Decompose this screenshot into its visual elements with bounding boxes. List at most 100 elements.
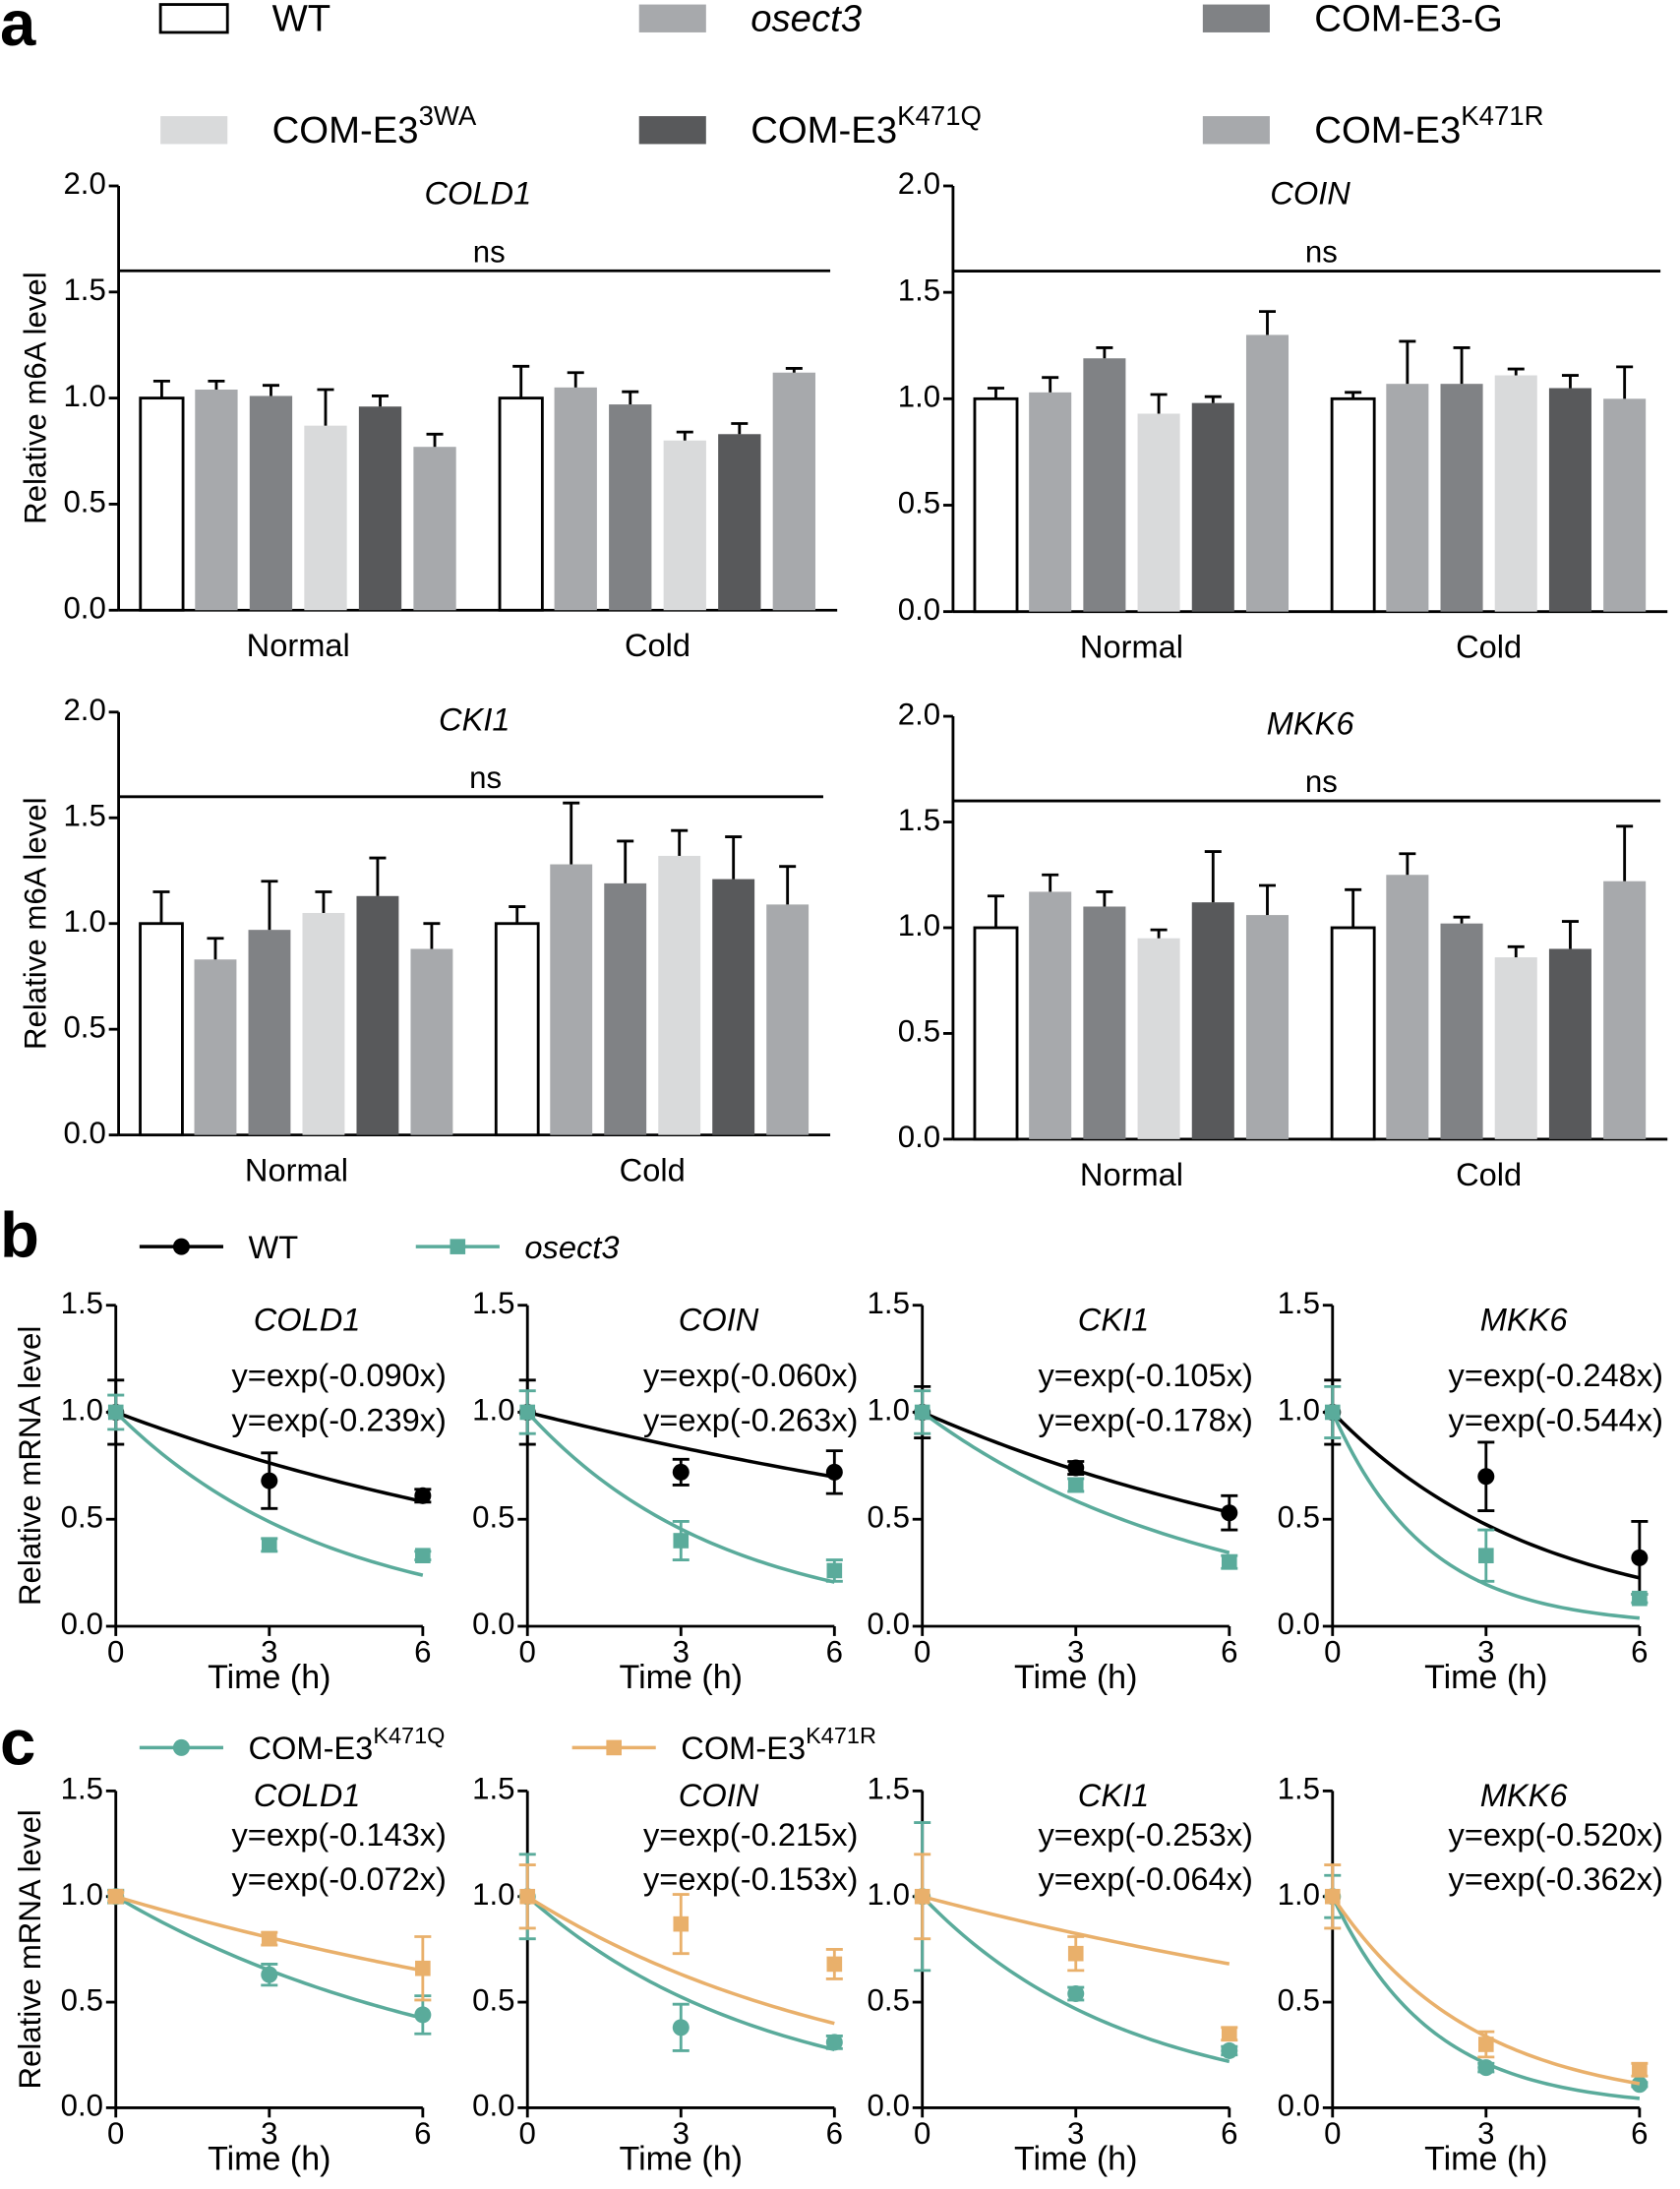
bar — [1603, 881, 1647, 1139]
legend-superscript: K471R — [1461, 100, 1543, 131]
y-tick-label: 1.5 — [1278, 1772, 1320, 1806]
legend-name: COM-E3 — [681, 1730, 806, 1766]
marker — [1477, 1468, 1495, 1486]
y-tick-label: 1.5 — [868, 1286, 910, 1320]
y-tick-label: 0.5 — [1278, 1499, 1320, 1534]
legend-label: COM-E3K471Q — [750, 100, 982, 152]
chart-title: COLD1 — [424, 175, 531, 212]
marker — [1324, 1888, 1341, 1905]
y-tick-label: 1.5 — [61, 1772, 103, 1806]
chart-title: COIN — [679, 1777, 759, 1813]
marker — [107, 1404, 124, 1421]
y-tick-label: 0.5 — [868, 1499, 910, 1534]
significance-label: ns — [1305, 764, 1338, 799]
fit-curve — [1331, 1411, 1641, 1620]
x-tick-label: Cold — [625, 627, 690, 663]
bar — [609, 404, 652, 611]
x-tick-label: Normal — [1080, 629, 1183, 665]
y-tick-label: 1.0 — [1278, 1393, 1320, 1428]
bar — [772, 372, 815, 611]
y-axis-label: Relative mRNA level — [13, 1326, 47, 1606]
bar — [1245, 915, 1290, 1139]
marker — [415, 1960, 431, 1976]
x-tick-label: 3 — [261, 2116, 277, 2151]
legend-marker — [450, 1239, 466, 1254]
legend-name: COM-E3-G — [1314, 0, 1503, 40]
fit-curve — [114, 1895, 424, 2021]
bar — [663, 440, 706, 611]
x-axis-label: Time (h) — [1424, 1659, 1547, 1696]
y-tick-label: 2.0 — [898, 697, 940, 731]
y-tick-label: 0.5 — [61, 1982, 103, 2017]
legend-superscript: K471Q — [897, 100, 982, 131]
bar — [248, 930, 291, 1135]
marker — [826, 1562, 843, 1579]
chart-title: CKI1 — [1078, 1777, 1150, 1813]
y-tick-label: 1.0 — [898, 380, 940, 414]
legend-label: COM-E3K471Q — [249, 1723, 446, 1765]
x-tick-label: 6 — [1221, 1635, 1237, 1670]
x-tick-label: 6 — [1631, 2116, 1648, 2151]
marker — [673, 1533, 690, 1549]
x-tick-label: 3 — [261, 1635, 277, 1670]
y-tick-label: 1.5 — [898, 803, 940, 837]
marker — [1324, 1404, 1341, 1421]
significance-label: ns — [469, 760, 502, 795]
bar — [604, 882, 647, 1135]
bar — [358, 406, 402, 611]
x-tick-label: 6 — [826, 1635, 843, 1670]
legend-name: COM-E3 — [1314, 109, 1461, 152]
significance-label: ns — [473, 234, 506, 269]
marker — [1067, 1459, 1085, 1477]
y-tick-label: 0.5 — [472, 1982, 514, 2017]
y-tick-label: 0.0 — [868, 1607, 910, 1641]
y-tick-label: 1.5 — [898, 273, 940, 307]
x-axis-label: Time (h) — [1424, 2140, 1547, 2177]
marker — [1631, 1549, 1649, 1566]
y-tick-label: 2.0 — [63, 693, 105, 727]
significance-label: ns — [1305, 235, 1338, 270]
y-tick-label: 1.5 — [63, 273, 105, 307]
fit-equation: y=exp(-0.060x) — [643, 1357, 858, 1393]
bar — [973, 396, 1019, 614]
legend-label: osect3 — [750, 0, 862, 40]
x-axis-label: Time (h) — [620, 1659, 743, 1696]
chart-title: CKI1 — [1078, 1301, 1150, 1337]
fit-equation: y=exp(-0.520x) — [1449, 1816, 1663, 1853]
legend-name: COM-E3 — [249, 1730, 374, 1766]
marker — [261, 1966, 278, 1983]
x-tick-label: 0 — [107, 1635, 124, 1670]
x-tick-label: 3 — [673, 1635, 690, 1670]
bar — [1386, 875, 1429, 1139]
x-axis-label: Time (h) — [208, 2140, 330, 2177]
bar — [1083, 358, 1126, 612]
marker — [1221, 1553, 1237, 1570]
x-axis-label: Time (h) — [208, 1659, 330, 1696]
y-tick-label: 1.0 — [63, 379, 105, 413]
bar — [413, 447, 456, 611]
chart-title: COIN — [679, 1301, 759, 1337]
legend-name: WT — [272, 0, 331, 40]
y-tick-label: 0.0 — [868, 2089, 910, 2123]
bar — [195, 389, 238, 611]
bar — [1245, 334, 1290, 612]
bar — [554, 387, 597, 611]
marker — [414, 1487, 432, 1504]
y-tick-label: 2.0 — [63, 166, 105, 201]
x-tick-label: 0 — [914, 2116, 930, 2151]
legend-label: WT — [249, 1229, 299, 1265]
y-tick-label: 1.0 — [898, 908, 940, 942]
bar — [1191, 402, 1234, 612]
y-tick-label: 0.0 — [61, 2089, 103, 2123]
fit-equation: y=exp(-0.153x) — [643, 1860, 858, 1897]
y-tick-label: 0.0 — [63, 1116, 105, 1150]
y-tick-label: 1.0 — [1278, 1877, 1320, 1912]
marker — [914, 1888, 930, 1905]
fit-equation: y=exp(-0.143x) — [232, 1816, 447, 1853]
fit-equation: y=exp(-0.072x) — [232, 1860, 447, 1897]
fit-equation: y=exp(-0.215x) — [643, 1816, 858, 1853]
x-tick-label: 6 — [1631, 1635, 1648, 1670]
legend-label: COM-E3K471R — [1314, 100, 1543, 152]
legend-superscript: 3WA — [419, 100, 477, 131]
marker — [1478, 1548, 1494, 1564]
